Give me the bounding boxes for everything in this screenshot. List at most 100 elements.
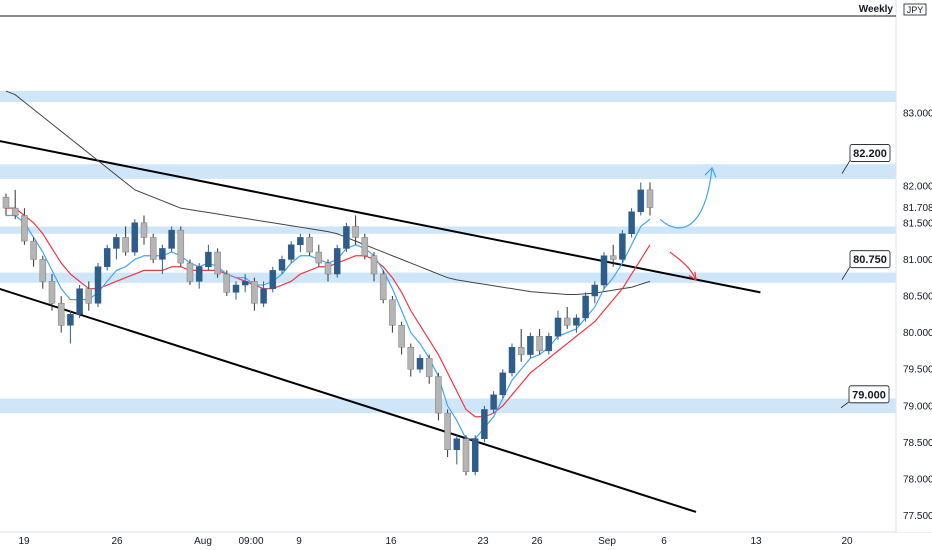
candle-body: [269, 270, 277, 289]
ema-slow-line: [6, 207, 651, 418]
candle-body: [195, 266, 203, 282]
candle-body: [168, 229, 175, 249]
candle-body: [628, 211, 635, 235]
candle-body: [435, 376, 442, 414]
candle-body: [416, 357, 424, 370]
price-tick-label: 83.000: [903, 109, 932, 120]
zone-badge: [849, 250, 891, 269]
candle-body: [241, 281, 249, 286]
time-axis-labels: 19 26 Aug 09:00 9 16 23 26 Sep 6 13 20: [18, 536, 853, 547]
candle-body: [453, 438, 461, 450]
candle-body: [2, 196, 10, 209]
price-tick-label: 77.500: [903, 511, 932, 522]
candle-body: [232, 284, 240, 293]
trendlines: [0, 140, 761, 513]
time-tick-label: 19: [18, 536, 30, 547]
price-tick-label: 78.000: [903, 475, 932, 486]
candle-body: [609, 255, 617, 260]
candles: [2, 182, 654, 476]
candle-body: [186, 262, 194, 282]
candle-body: [563, 317, 571, 326]
price-tick-label: 80.000: [903, 328, 932, 339]
price-tick-label: 80.500: [903, 292, 932, 303]
time-tick-label: 20: [841, 536, 853, 547]
zone-badge-label: 80.750: [853, 254, 887, 266]
candle-body: [462, 438, 470, 472]
zone-badge: [848, 385, 890, 404]
price-tick-label: 82.000: [903, 182, 932, 193]
time-tick-label: 26: [531, 536, 543, 547]
price-tick-label: 81.000: [903, 255, 932, 266]
time-tick-label: 6: [661, 536, 667, 547]
candle-body: [85, 288, 93, 304]
candle-body: [370, 255, 378, 275]
candle-body: [646, 189, 654, 208]
price-tick-label: 79.500: [903, 365, 932, 376]
price-tick-label: 81.708: [903, 203, 932, 214]
badge-leader: [841, 266, 851, 280]
candle-body: [297, 237, 304, 246]
candle-body: [140, 222, 148, 238]
candle-body: [251, 281, 258, 304]
price-axis-labels: 83.00082.50082.00081.70881.50081.00080.5…: [903, 109, 932, 523]
candle-body: [260, 288, 267, 304]
time-tick-label: 23: [477, 536, 489, 547]
zone-price-badges: 82.200 80.750 79.000: [840, 144, 891, 409]
zone-badge: [849, 144, 891, 162]
candle-body: [361, 237, 369, 256]
candle-body: [591, 284, 599, 297]
candle-body: [379, 273, 387, 300]
candle-body: [343, 226, 350, 249]
candle-body: [131, 222, 139, 253]
candle-body: [554, 317, 562, 337]
bearish-projection-arrow: [669, 251, 697, 281]
candle-body: [398, 325, 405, 348]
zone-band: [0, 164, 896, 179]
candle-body: [619, 233, 626, 260]
candle-body: [159, 248, 166, 260]
last-price-highlight: [900, 145, 932, 159]
candle-body: [39, 259, 47, 282]
candle-body: [389, 299, 396, 326]
price-tick-label: 78.500: [903, 438, 932, 449]
candle-body: [315, 251, 323, 264]
price-axis[interactable]: [897, 0, 932, 532]
candle-body: [499, 372, 507, 396]
time-axis[interactable]: [0, 533, 932, 550]
candle-body: [149, 237, 157, 260]
arrowhead: [688, 271, 697, 282]
candle-body: [527, 336, 534, 355]
candle-body: [471, 438, 479, 472]
candle-body: [517, 346, 525, 355]
candle-body: [57, 303, 65, 326]
candle-body: [582, 295, 589, 319]
candle-body: [425, 357, 433, 377]
candle-body: [113, 237, 120, 249]
candle-body: [11, 207, 19, 216]
time-tick-label: 16: [385, 536, 397, 547]
zone-band: [0, 91, 896, 103]
bullish-projection-arrow: [659, 167, 713, 229]
candle-body: [407, 346, 415, 370]
candle-body: [287, 244, 295, 260]
candle-body: [103, 248, 111, 267]
candle-body: [444, 412, 451, 450]
candle-body: [306, 237, 313, 253]
price-tick-label: 81.500: [903, 218, 932, 229]
timeframe-label: Weekly: [859, 4, 894, 15]
candle-body: [48, 281, 56, 304]
time-tick-label: Aug: [194, 536, 212, 547]
candle-body: [333, 248, 341, 275]
arrowhead: [704, 166, 717, 178]
symbol-label-box: [903, 3, 927, 16]
candle-body: [177, 229, 185, 264]
candle-body: [76, 288, 83, 315]
time-tick-label: 13: [750, 536, 762, 547]
badge-leader: [841, 160, 851, 174]
trendline: [0, 140, 761, 294]
candle-body: [600, 255, 608, 286]
candle-body: [637, 189, 645, 213]
candle-body: [545, 336, 553, 352]
candle-body: [21, 215, 28, 242]
